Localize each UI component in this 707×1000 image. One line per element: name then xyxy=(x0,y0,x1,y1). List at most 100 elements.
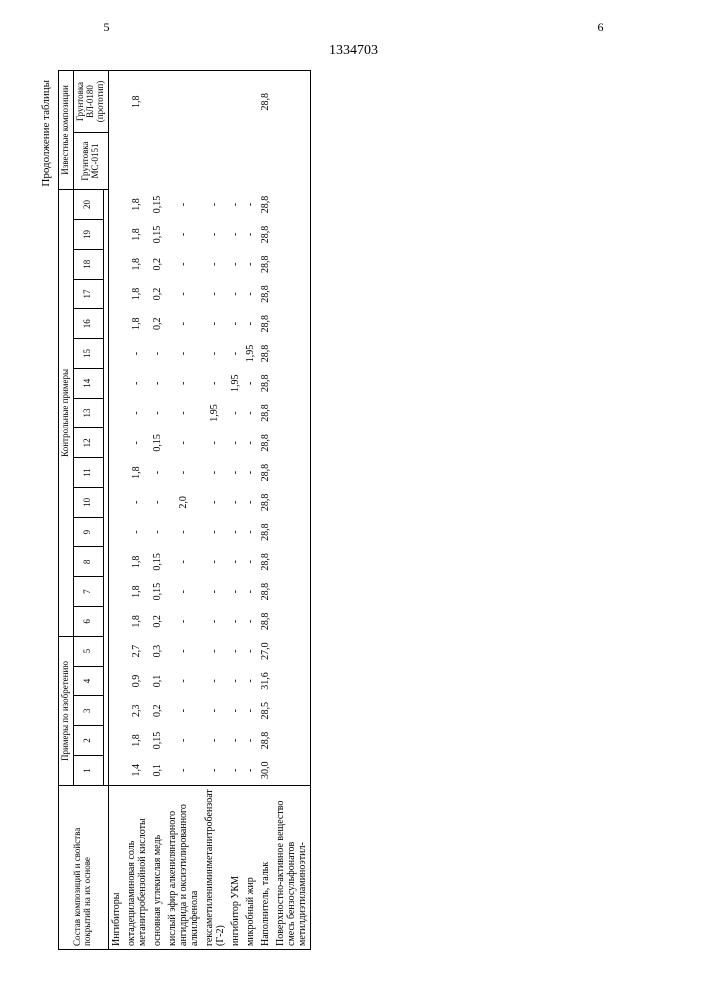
data-cell xyxy=(228,133,243,190)
data-cell xyxy=(273,696,311,726)
data-cell: 28,8 xyxy=(258,279,273,309)
row-label: гексаметилениминметанитробензоат (Г-2) xyxy=(202,786,228,950)
data-cell xyxy=(150,133,165,190)
data-cell: 31,6 xyxy=(258,666,273,696)
col-2: 2 xyxy=(73,726,103,756)
data-cell: - xyxy=(202,696,228,726)
data-cell: 28,8 xyxy=(258,726,273,756)
data-cell: 28,8 xyxy=(258,309,273,339)
data-cell: 0,15 xyxy=(150,547,165,577)
data-cell: - xyxy=(202,577,228,607)
data-cell xyxy=(273,458,311,488)
data-cell: 30,0 xyxy=(258,755,273,785)
data-cell: - xyxy=(228,428,243,458)
data-cell: - xyxy=(243,458,258,488)
data-cell: 1,95 xyxy=(228,368,243,398)
data-cell: - xyxy=(228,517,243,547)
data-cell xyxy=(273,249,311,279)
group3-header: Известные композиции xyxy=(59,71,74,190)
col-18: 18 xyxy=(73,249,103,279)
data-cell: - xyxy=(165,190,202,220)
data-cell xyxy=(273,190,311,220)
known-col1: Грунтовка МС-0151 xyxy=(73,133,108,190)
data-cell xyxy=(273,71,311,133)
data-cell: 0,2 xyxy=(150,309,165,339)
data-cell: - xyxy=(243,607,258,637)
document-number: 1334703 xyxy=(30,43,677,59)
data-cell xyxy=(273,577,311,607)
data-cell: - xyxy=(165,398,202,428)
row-label: Ингибиторы xyxy=(108,786,124,950)
group1-header: Примеры по изобретению xyxy=(59,636,74,785)
data-cell: - xyxy=(202,607,228,637)
data-cell: - xyxy=(243,517,258,547)
data-cell xyxy=(273,220,311,250)
data-cell: - xyxy=(228,190,243,220)
data-cell xyxy=(273,726,311,756)
data-cell: - xyxy=(202,220,228,250)
data-cell: - xyxy=(124,517,150,547)
data-cell xyxy=(273,517,311,547)
data-cell: 0,15 xyxy=(150,190,165,220)
known-col2: Грунтовка ВЛ-0180 (прототип) xyxy=(73,71,108,133)
data-cell: - xyxy=(124,339,150,369)
data-cell: - xyxy=(228,339,243,369)
data-cell xyxy=(165,71,202,133)
data-cell: - xyxy=(228,577,243,607)
data-cell: 0,2 xyxy=(150,607,165,637)
col-5: 5 xyxy=(73,636,103,666)
col-4: 4 xyxy=(73,666,103,696)
data-cell: - xyxy=(165,309,202,339)
col-17: 17 xyxy=(73,279,103,309)
data-cell: 28,8 xyxy=(258,428,273,458)
data-cell: - xyxy=(202,279,228,309)
data-cell: - xyxy=(228,458,243,488)
col-16: 16 xyxy=(73,309,103,339)
data-cell: 1,8 xyxy=(124,547,150,577)
data-cell: 28,8 xyxy=(258,487,273,517)
data-cell: - xyxy=(202,547,228,577)
data-cell: 28,8 xyxy=(258,517,273,547)
table-row: Ингибиторы xyxy=(108,71,124,950)
data-cell: 1,95 xyxy=(202,398,228,428)
data-cell: 2,0 xyxy=(165,487,202,517)
data-cell: 28,8 xyxy=(258,368,273,398)
data-cell: - xyxy=(165,249,202,279)
data-cell: 0,1 xyxy=(150,755,165,785)
data-cell: 1,8 xyxy=(124,309,150,339)
data-cell: - xyxy=(165,607,202,637)
data-cell: 0,1 xyxy=(150,666,165,696)
data-cell: 1,8 xyxy=(124,577,150,607)
table-row: ингибитор УКМ-------------1,95------ xyxy=(228,71,243,950)
data-cell xyxy=(273,666,311,696)
data-cell: 0,15 xyxy=(150,726,165,756)
data-cell: 2,3 xyxy=(124,696,150,726)
data-cell: - xyxy=(228,547,243,577)
data-cell: - xyxy=(228,220,243,250)
data-cell: - xyxy=(228,487,243,517)
data-cell: - xyxy=(202,309,228,339)
data-cell: - xyxy=(202,368,228,398)
data-cell: - xyxy=(243,428,258,458)
data-cell xyxy=(258,133,273,190)
data-cell: - xyxy=(165,220,202,250)
data-cell xyxy=(124,133,150,190)
data-cell xyxy=(273,368,311,398)
data-cell: 0,2 xyxy=(150,279,165,309)
data-cell xyxy=(150,71,165,133)
data-cell: - xyxy=(243,547,258,577)
data-cell: 28,8 xyxy=(258,398,273,428)
data-cell xyxy=(202,71,228,133)
data-cell: 28,8 xyxy=(258,339,273,369)
group2-header: Контрольные примеры xyxy=(59,190,74,637)
col-8: 8 xyxy=(73,547,103,577)
data-cell: - xyxy=(165,339,202,369)
data-cell: 28,8 xyxy=(258,607,273,637)
data-cell: - xyxy=(243,309,258,339)
data-cell: - xyxy=(228,726,243,756)
data-cell: - xyxy=(165,696,202,726)
section-cell xyxy=(108,71,124,786)
data-cell: - xyxy=(243,249,258,279)
table-row: Наполнитель, тальк30,028,828,531,627,028… xyxy=(258,71,273,950)
col-6: 6 xyxy=(73,607,103,637)
